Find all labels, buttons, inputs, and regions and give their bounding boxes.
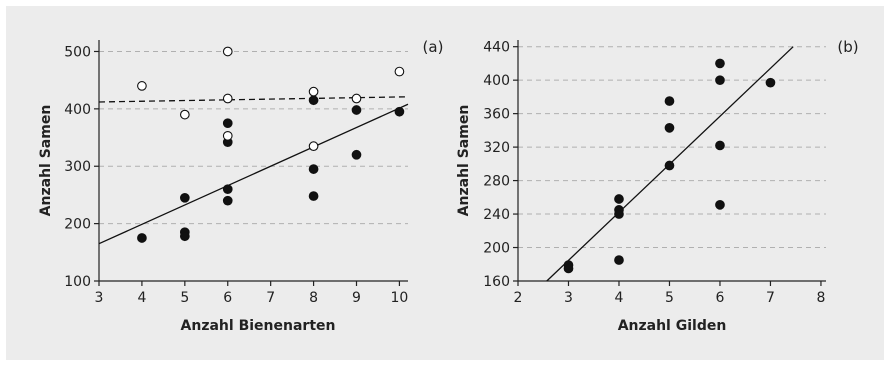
filled-data-point-7 — [222, 195, 233, 206]
open-data-point-2 — [222, 46, 233, 57]
filled-data-point-12 — [351, 149, 362, 160]
open-data-point-8 — [394, 66, 405, 77]
x-tick-label-5: 5 — [665, 290, 674, 306]
filled-data-point-10 — [308, 191, 319, 201]
open-data-point-4 — [222, 130, 233, 141]
x-axis-title: Anzahl Gilden — [618, 318, 727, 334]
open-data-point-5 — [308, 86, 319, 97]
y-tick-label-300: 300 — [64, 159, 91, 175]
panel-label: (b) — [837, 38, 858, 56]
x-tick-label-3: 3 — [564, 290, 573, 306]
filled-data-point-6 — [222, 184, 233, 195]
chart-panel-a: 100 200 300 400 500 3 4 5 6 7 8 9 10 Anzahl Bienenart… — [38, 38, 443, 334]
x-tick-label-7: 7 — [766, 290, 775, 306]
filled-data-point-0 — [137, 233, 147, 243]
x-tick-label-9: 9 — [352, 290, 361, 306]
filled-data-point-13 — [394, 106, 405, 117]
filled-data-point-9 — [308, 164, 319, 174]
y-tick-label-500: 500 — [64, 44, 91, 60]
filled-data-point-11 — [715, 140, 725, 151]
open-data-point-3 — [222, 93, 233, 104]
x-tick-label-7: 7 — [266, 290, 275, 306]
y-tick-label-100: 100 — [64, 274, 91, 290]
x-tick-label-6: 6 — [716, 290, 725, 306]
filled-data-point-13 — [765, 77, 776, 88]
trend-line-solid — [98, 103, 409, 245]
filled-data-point-12 — [715, 200, 725, 210]
trend-line-dashed — [98, 96, 409, 103]
filled-data-point-6 — [664, 96, 675, 106]
y-tick-label-400: 400 — [64, 102, 91, 118]
y-tick-label-320: 320 — [483, 140, 510, 156]
open-data-point-7 — [351, 93, 362, 104]
x-tick-label-4: 4 — [615, 290, 624, 306]
x-tick-label-6: 6 — [223, 290, 232, 306]
open-data-point-6 — [308, 141, 319, 152]
x-tick-label-3: 3 — [95, 290, 104, 306]
x-axis-title: Anzahl Bienenarten — [181, 318, 336, 334]
y-tick-label-440: 440 — [483, 40, 510, 56]
filled-data-point-11 — [351, 105, 362, 115]
filled-data-point-2 — [614, 194, 624, 204]
y-tick-label-360: 360 — [483, 107, 510, 123]
x-tick-label-8: 8 — [816, 290, 825, 306]
y-axis-title: Anzahl Samen — [456, 105, 472, 217]
y-tick-label-240: 240 — [483, 207, 510, 223]
x-tick-label-2: 2 — [514, 290, 523, 306]
filled-data-point-9 — [715, 58, 725, 69]
y-tick-label-160: 160 — [483, 274, 510, 290]
y-tick-label-200: 200 — [64, 217, 91, 233]
x-tick-label-4: 4 — [137, 290, 146, 306]
filled-data-point-5 — [614, 255, 624, 265]
y-tick-label-200: 200 — [483, 241, 510, 257]
x-tick-label-5: 5 — [180, 290, 189, 306]
open-data-point-1 — [179, 109, 190, 120]
filled-data-point-3 — [179, 231, 190, 242]
filled-data-point-7 — [664, 123, 675, 133]
filled-data-point-10 — [715, 75, 725, 86]
filled-data-point-1 — [563, 263, 574, 274]
chart-panel-b: 160 200 240 280 320 360 400 440 2 3 4 5 6 7 8 Anzahl Gi… — [456, 38, 859, 334]
y-axis-title: Anzahl Samen — [38, 105, 54, 217]
filled-data-point-1 — [179, 192, 190, 203]
filled-data-point-4 — [222, 118, 233, 129]
y-tick-label-280: 280 — [483, 174, 510, 190]
x-tick-label-10: 10 — [391, 290, 409, 306]
x-tick-label-8: 8 — [309, 290, 318, 306]
filled-data-point-4 — [614, 209, 624, 219]
figure-background — [6, 6, 884, 360]
filled-data-point-8 — [664, 160, 675, 171]
filled-data-point-8 — [308, 95, 319, 106]
panel-label: (a) — [423, 38, 444, 56]
open-data-point-0 — [137, 81, 147, 91]
y-tick-label-400: 400 — [483, 73, 510, 89]
